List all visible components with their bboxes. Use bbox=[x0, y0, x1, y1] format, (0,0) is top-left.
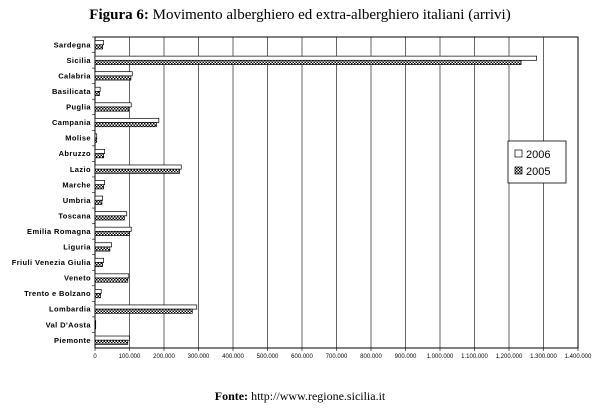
figure-title-text: Movimento alberghiero ed extra-alberghie… bbox=[152, 7, 511, 23]
bar-2005 bbox=[94, 215, 125, 221]
legend: 2006 2005 bbox=[507, 140, 567, 184]
bar-2006 bbox=[94, 211, 128, 217]
category-label: Lombardia bbox=[49, 305, 91, 314]
x-tick-label: 1.000.000 bbox=[427, 354, 454, 360]
category-label: Veneto bbox=[64, 274, 91, 283]
bar-2005 bbox=[94, 75, 132, 81]
bar-2006 bbox=[94, 71, 133, 77]
bar-2006 bbox=[94, 55, 537, 61]
category-label: Friuli Venezia Giulia bbox=[12, 258, 92, 267]
x-tick-label: 100.000 bbox=[119, 354, 141, 360]
x-tick-label: 800.000 bbox=[360, 354, 382, 360]
category-label: Emilia Romagna bbox=[27, 227, 91, 236]
bar-2006 bbox=[94, 320, 97, 326]
bar-2005 bbox=[94, 277, 129, 283]
category-label: Marche bbox=[62, 180, 91, 189]
bar-2005 bbox=[94, 293, 101, 299]
category-label: Liguria bbox=[63, 243, 91, 252]
bar-2006 bbox=[94, 102, 132, 108]
bar-2005 bbox=[94, 184, 104, 190]
bar-2006 bbox=[94, 289, 102, 294]
figure-title-label: Figura 6: bbox=[89, 7, 149, 23]
category-label: Sardegna bbox=[54, 40, 92, 49]
x-tick-label: 400.000 bbox=[222, 354, 244, 360]
bar-2005 bbox=[94, 339, 129, 345]
bar-2005 bbox=[94, 231, 130, 236]
bar-2006 bbox=[94, 164, 182, 170]
x-tick-label: 200.000 bbox=[153, 354, 175, 360]
figure-title: Figura 6: Movimento alberghiero ed extra… bbox=[0, 7, 600, 24]
gridlines bbox=[92, 36, 579, 351]
bar-2005 bbox=[94, 91, 100, 96]
category-labels: Sardegna Sicilia Calabria Basilicata Puglia C… bbox=[12, 40, 92, 345]
category-label: Sicilia bbox=[67, 56, 92, 65]
bar-2005 bbox=[94, 308, 193, 314]
x-tick-label: 1.400.000 bbox=[565, 354, 592, 360]
x-tick-label: 1.300.000 bbox=[530, 354, 557, 360]
category-label: Val D'Aosta bbox=[46, 320, 92, 329]
source-url: http://www.regione.sicilia.it bbox=[251, 389, 386, 403]
category-label: Trento e Bolzano bbox=[24, 289, 91, 298]
category-label: Toscana bbox=[58, 211, 91, 220]
bar-2006 bbox=[94, 133, 98, 139]
source-note: Fonte: http://www.regione.sicilia.it bbox=[0, 389, 600, 404]
category-label: Lazio bbox=[70, 165, 91, 174]
x-tick-label: 900.000 bbox=[395, 354, 417, 360]
legend-swatch-2005 bbox=[514, 166, 523, 175]
bar-2005 bbox=[94, 44, 103, 50]
category-label: Molise bbox=[65, 134, 91, 143]
bar-2005 bbox=[94, 324, 97, 330]
bar-2005 bbox=[94, 199, 103, 205]
category-label: Campania bbox=[52, 118, 91, 127]
bar-2005 bbox=[94, 122, 157, 128]
x-tick-labels: 0 100.000 200.000 300.000 400.000 500.000 600.… bbox=[93, 354, 592, 360]
x-tick-label: 700.000 bbox=[326, 354, 348, 360]
bars-group bbox=[94, 40, 537, 345]
legend-label-2006: 2006 bbox=[526, 149, 550, 161]
category-label: Puglia bbox=[66, 103, 91, 112]
source-label: Fonte: bbox=[214, 389, 249, 403]
bar-2006 bbox=[94, 273, 130, 279]
bar-2006 bbox=[94, 117, 160, 123]
legend-label-2005: 2005 bbox=[526, 166, 550, 178]
bar-2005 bbox=[94, 59, 522, 65]
category-label: Basilicata bbox=[52, 87, 91, 96]
bar-2006 bbox=[94, 304, 198, 310]
category-label: Calabria bbox=[58, 71, 91, 80]
category-label: Abruzzo bbox=[59, 149, 91, 158]
x-tick-label: 1.200.000 bbox=[496, 354, 523, 360]
bar-2005 bbox=[94, 137, 98, 143]
bar-2006 bbox=[94, 257, 104, 263]
bar-2005 bbox=[94, 153, 104, 159]
bar-2006 bbox=[94, 242, 112, 248]
legend-swatch-2006 bbox=[514, 149, 523, 158]
category-label: Umbria bbox=[63, 196, 92, 205]
legend-box bbox=[507, 140, 567, 184]
bar-2005 bbox=[94, 262, 103, 268]
category-label: Piemonte bbox=[54, 336, 91, 345]
bar-2005 bbox=[94, 168, 180, 174]
bar-2006 bbox=[94, 40, 104, 46]
bar-2005 bbox=[94, 106, 130, 112]
bar-2006 bbox=[94, 149, 106, 154]
x-tick-label: 300.000 bbox=[188, 354, 210, 360]
bar-2005 bbox=[94, 246, 111, 252]
x-tick-label: 0 bbox=[93, 354, 97, 360]
bar-2006 bbox=[94, 195, 103, 201]
x-tick-label: 600.000 bbox=[291, 354, 313, 360]
bar-2006 bbox=[94, 86, 101, 92]
bar-2006 bbox=[94, 180, 106, 186]
x-tick-label: 500.000 bbox=[257, 354, 279, 360]
bar-2006 bbox=[94, 226, 132, 232]
bar-2006 bbox=[94, 335, 130, 341]
x-tick-label: 1.100.000 bbox=[461, 354, 488, 360]
